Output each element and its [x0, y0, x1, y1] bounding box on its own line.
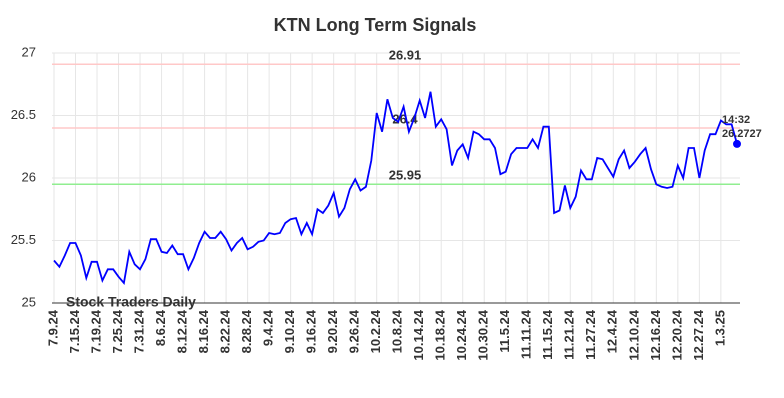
x-tick-label: 9.10.24	[282, 309, 297, 353]
x-tick-label: 12.20.24	[669, 309, 684, 360]
signal-label: 25.95	[389, 168, 422, 183]
x-tick-label: 7.15.24	[67, 309, 82, 353]
last-point	[733, 139, 741, 148]
signal-label: 26.91	[389, 48, 422, 63]
x-tick-label: 9.4.24	[261, 309, 276, 346]
x-tick-label: 10.24.24	[454, 309, 469, 360]
y-tick-label: 25.5	[11, 232, 36, 247]
y-tick-label: 26.5	[11, 107, 36, 122]
x-tick-label: 10.30.24	[476, 309, 491, 360]
x-tick-label: 9.20.24	[325, 309, 340, 353]
x-tick-label: 1.3.25	[712, 310, 727, 346]
x-tick-label: 8.12.24	[175, 309, 190, 353]
x-tick-label: 10.2.24	[368, 309, 383, 353]
x-tick-label: 11.5.24	[497, 309, 512, 352]
chart-title: KTN Long Term Signals	[274, 15, 477, 35]
price-line	[53, 91, 738, 286]
x-tick-label: 11.11.24	[519, 309, 534, 359]
x-tick-label: 11.21.24	[562, 309, 577, 360]
x-tick-label: 8.16.24	[196, 309, 211, 353]
x-tick-label: 8.6.24	[153, 309, 168, 346]
x-tick-label: 8.22.24	[218, 309, 233, 353]
x-tick-label: 12.16.24	[648, 309, 663, 360]
x-tick-label: 7.31.24	[131, 309, 146, 353]
x-tick-label: 7.19.24	[88, 309, 103, 353]
x-tick-label: 7.25.24	[110, 309, 125, 353]
x-tick-label: 12.10.24	[626, 309, 641, 360]
last-time: 14:32	[722, 114, 750, 126]
x-tick-label: 12.4.24	[605, 309, 620, 353]
x-tick-label: 10.18.24	[433, 309, 448, 360]
watermark: Stock Traders Daily	[66, 294, 196, 310]
x-tick-label: 9.26.24	[347, 309, 362, 353]
x-tick-label: 11.15.24	[540, 309, 555, 360]
x-tick-label: 12.27.24	[691, 309, 706, 360]
x-tick-label: 9.16.24	[304, 309, 319, 353]
x-tick-label: 8.28.24	[239, 309, 254, 353]
x-tick-label: 7.9.24	[45, 309, 60, 346]
x-tick-label: 11.27.24	[583, 309, 598, 360]
x-tick-label: 10.8.24	[390, 309, 405, 353]
x-tick-label: 10.14.24	[411, 309, 426, 360]
last-value: 26.2727	[722, 128, 762, 140]
y-tick-label: 25	[22, 294, 36, 309]
y-tick-label: 26	[22, 169, 36, 184]
y-tick-label: 27	[22, 44, 36, 59]
